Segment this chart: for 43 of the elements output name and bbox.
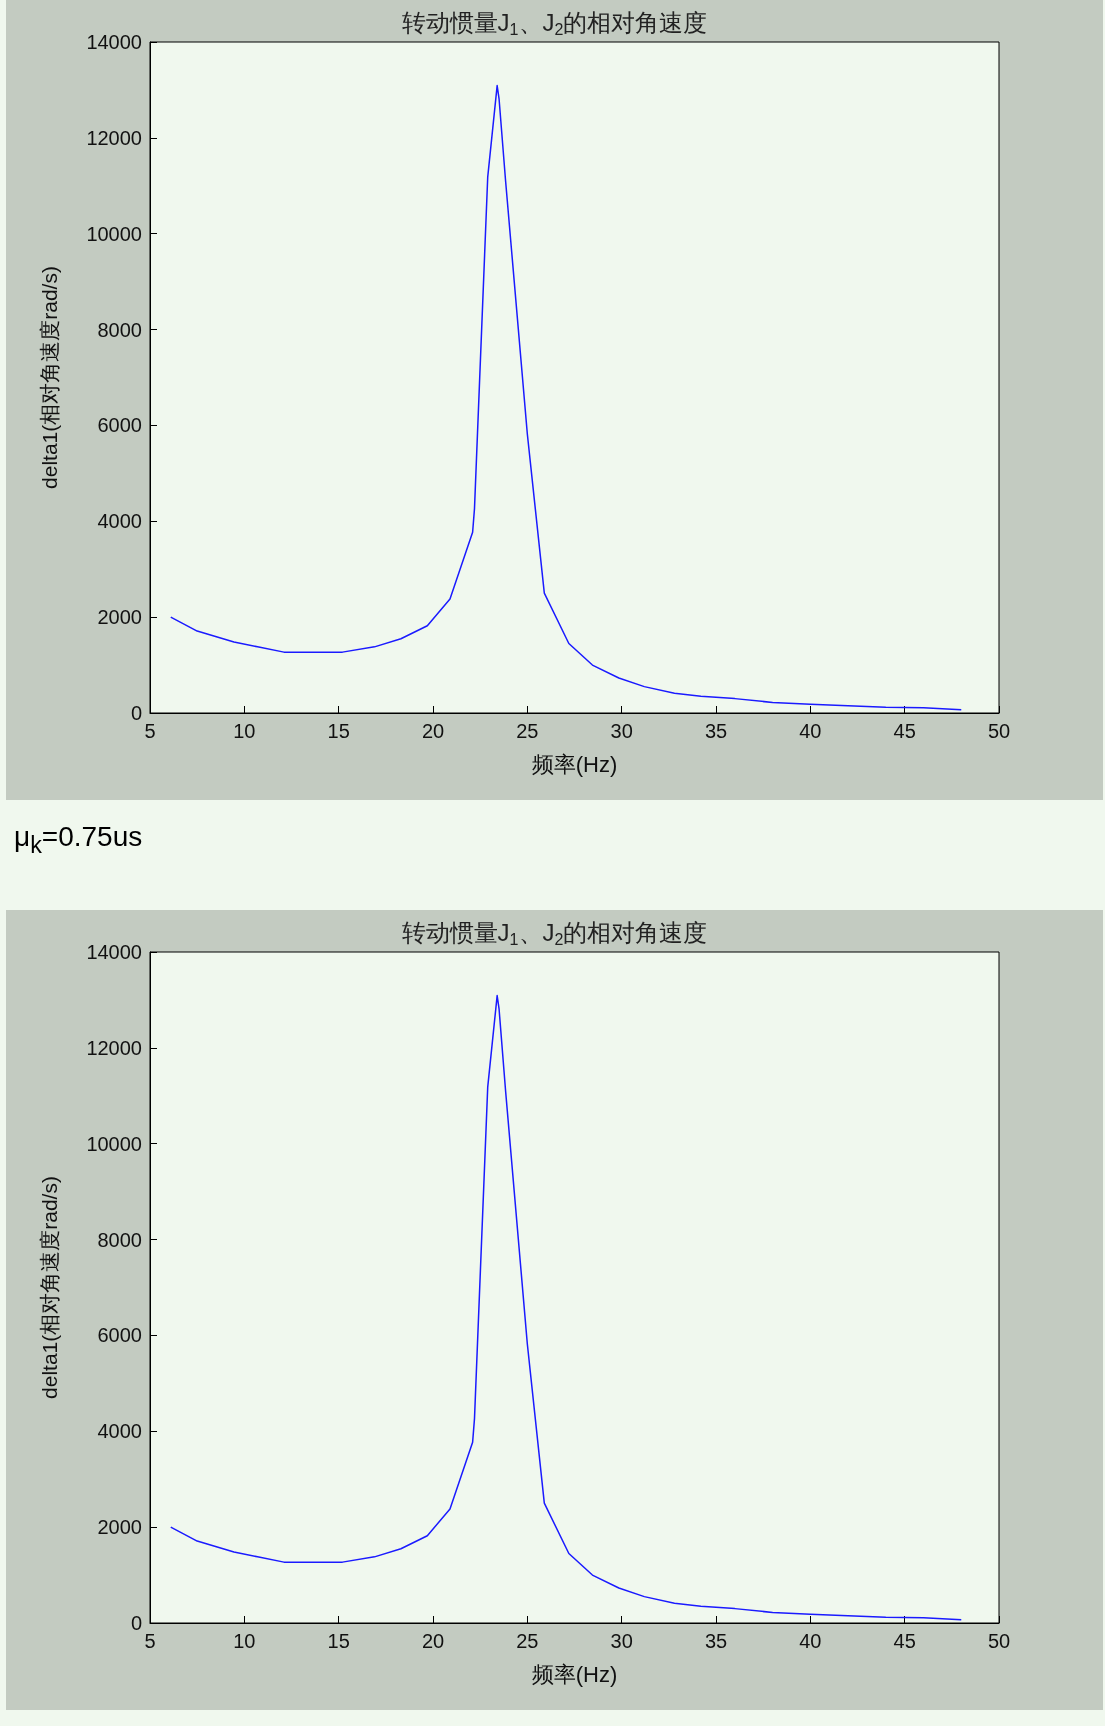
y-tick-label: 0 [130, 702, 142, 724]
y-axis-title: delta1(相对角速度rad/s) [38, 1176, 61, 1399]
y-axis-title: delta1(相对角速度rad/s) [38, 266, 61, 489]
x-tick-label: 50 [987, 1630, 1011, 1652]
y-tick-label: 2000 [97, 1516, 142, 1539]
y-tick-label: 10000 [86, 1132, 142, 1155]
x-tick-label: 45 [893, 1630, 916, 1652]
y-tick-label: 8000 [97, 1228, 142, 1251]
x-tick-label: 10 [233, 1630, 256, 1652]
text: μ$_{k}$=0.75us [13, 820, 144, 860]
y-tick-label: 8000 [97, 318, 142, 341]
x-tick-label: 25 [516, 1630, 539, 1652]
x-tick-label: 5 [144, 720, 156, 742]
x-tick-label: 30 [610, 1630, 633, 1652]
x-tick-label: 5 [144, 1630, 156, 1652]
x-tick-label: 40 [799, 720, 822, 742]
y-tick-label: 14000 [86, 31, 142, 53]
x-tick-label: 50 [987, 720, 1011, 742]
y-tick-label: 12000 [86, 126, 142, 149]
y-tick-label: 4000 [97, 1420, 142, 1443]
x-tick-label: 35 [704, 720, 728, 742]
x-tick-label: 10 [233, 720, 256, 742]
x-tick-label: 25 [516, 720, 539, 742]
y-tick-label: 2000 [97, 606, 142, 629]
y-tick-label: 0 [130, 1612, 142, 1634]
x-tick-label: 15 [327, 1630, 350, 1652]
y-tick-label: 10000 [86, 222, 142, 245]
x-axis-title: 频率(Hz) [531, 1661, 618, 1687]
x-tick-label: 20 [421, 1630, 445, 1652]
line-series [170, 994, 963, 1621]
x-tick-label: 45 [893, 720, 916, 742]
y-tick-label: 6000 [97, 414, 142, 437]
y-tick-label: 6000 [97, 1324, 142, 1347]
x-tick-label: 40 [799, 1630, 822, 1652]
x-tick-label: 15 [327, 720, 350, 742]
y-tick-label: 12000 [86, 1036, 142, 1059]
line-series [170, 84, 963, 711]
x-tick-label: 20 [421, 720, 445, 742]
y-tick-label: 4000 [97, 510, 142, 533]
x-tick-label: 35 [704, 1630, 728, 1652]
x-tick-label: 30 [610, 720, 633, 742]
y-tick-label: 14000 [86, 941, 142, 963]
x-axis-title: 频率(Hz) [531, 751, 618, 777]
